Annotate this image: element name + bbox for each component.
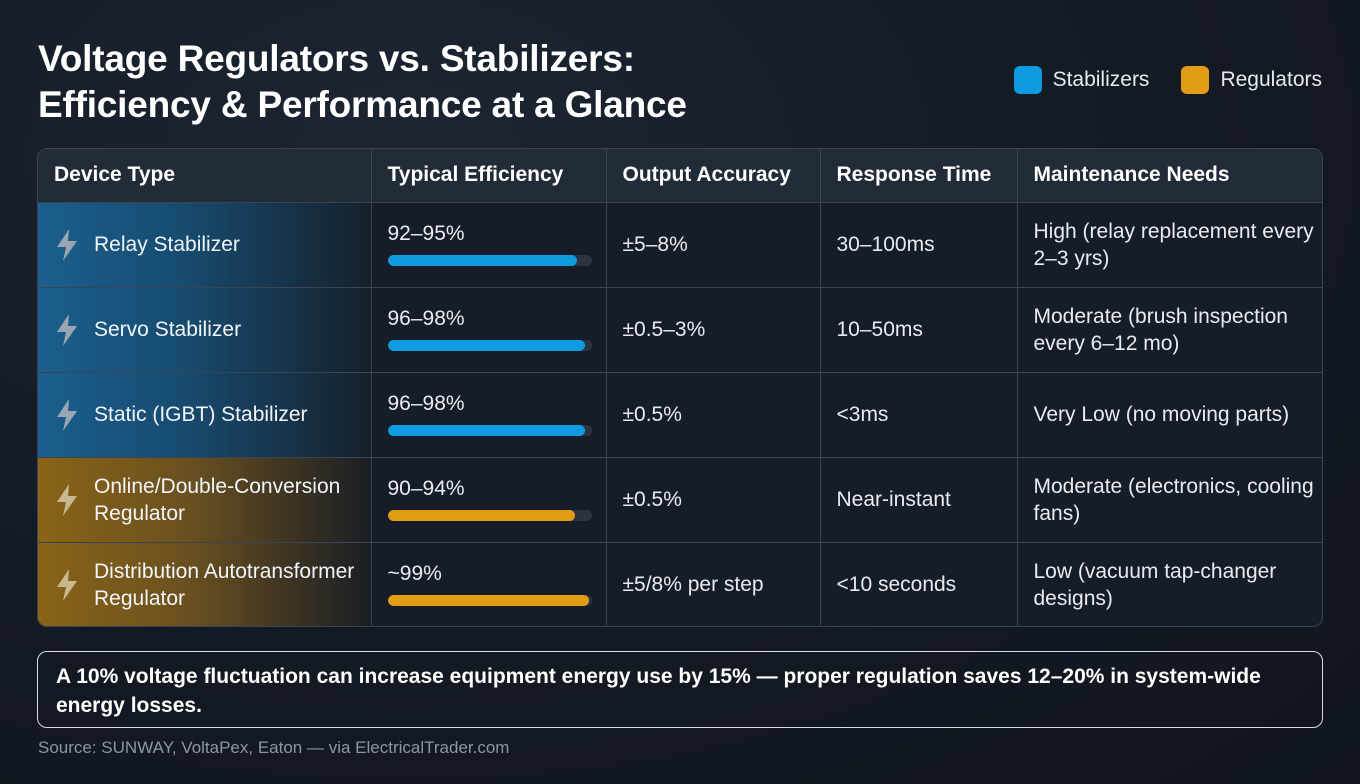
comparison-table: Device Type Typical Efficiency Output Ac… [37,148,1323,627]
efficiency-bar-fill [387,424,586,436]
efficiency-bar-track [387,594,592,606]
efficiency-value: ~99% [387,561,442,585]
table-row: Static (IGBT) Stabilizer 96–98% ±0.5% <3… [38,372,1322,458]
efficiency-bar-fill [387,594,590,606]
table-row: Servo Stabilizer 96–98% ±0.5–3% 10–50ms … [38,287,1322,373]
efficiency-value: 90–94% [387,476,465,500]
column-header-maintenance: Maintenance Needs [1017,149,1322,203]
response-cell: 30–100ms [820,202,1018,288]
accuracy-cell: ±5–8% [606,202,821,288]
device-cell: Online/Double-Conversion Regulator [38,457,372,543]
legend-item-stabilizers: Stabilizers [1013,66,1150,94]
device-name: Distribution Autotransformer Regulator [94,559,355,610]
legend-label-regulators: Regulators [1220,68,1322,91]
efficiency-cell: 90–94% [371,457,607,543]
accuracy-cell: ±0.5% [606,457,821,543]
legend-item-regulators: Regulators [1181,66,1322,94]
efficiency-cell: 96–98% [371,372,607,458]
title-line-2: Efficiency & Performance at a Glance [38,84,687,125]
efficiency-bar-track [387,254,592,266]
device-name: Online/Double-Conversion Regulator [94,474,341,525]
table-row: Online/Double-Conversion Regulator 90–94… [38,457,1322,543]
efficiency-value: 92–95% [387,221,465,245]
legend-swatch-regulators [1181,66,1210,94]
device-cell: Distribution Autotransformer Regulator [38,542,372,626]
response-cell: <3ms [820,372,1018,458]
device-name: Static (IGBT) Stabilizer [94,403,308,426]
lightning-bolt-icon [57,228,77,261]
column-header-efficiency: Typical Efficiency [371,149,607,203]
efficiency-cell: 92–95% [371,202,607,288]
device-cell: Static (IGBT) Stabilizer [38,372,372,458]
device-name: Servo Stabilizer [94,318,242,341]
efficiency-bar-track [387,424,592,436]
device-cell: Servo Stabilizer [38,287,372,373]
lightning-bolt-icon [57,568,77,601]
maintenance-cell: Moderate (electronics, cooling fans) [1017,457,1322,543]
lightning-bolt-icon [57,313,77,346]
column-header-accuracy: Output Accuracy [606,149,821,203]
accuracy-cell: ±0.5–3% [606,287,821,373]
efficiency-bar-fill [387,339,586,351]
efficiency-cell: 96–98% [371,287,607,373]
efficiency-bar-fill [387,509,576,521]
source-credit: Source: SUNWAY, VoltaPex, Eaton — via El… [38,738,510,757]
device-cell: Relay Stabilizer [38,202,372,288]
efficiency-value: 96–98% [387,391,465,415]
legend-label-stabilizers: Stabilizers [1052,68,1150,91]
table-row: Relay Stabilizer 92–95% ±5–8% 30–100ms H… [38,202,1322,288]
column-header-device-type: Device Type [38,149,372,203]
legend: Stabilizers Regulators [1013,66,1322,94]
title-line-1: Voltage Regulators vs. Stabilizers: [38,38,635,79]
accuracy-cell: ±0.5% [606,372,821,458]
maintenance-cell: Low (vacuum tap-changer designs) [1033,559,1277,610]
efficiency-bar-fill [387,254,578,266]
lightning-bolt-icon [57,483,77,516]
column-header-response-time: Response Time [820,149,1018,203]
response-cell: Near-instant [820,457,1018,543]
maintenance-cell: Very Low (no moving parts) [1017,372,1322,458]
response-cell: <10 seconds [820,542,1018,626]
key-insight-callout: A 10% voltage fluctuation can increase e… [37,651,1323,728]
maintenance-cell: High (relay replacement every 2–3 yrs) [1017,202,1322,288]
device-name: Relay Stabilizer [94,233,240,256]
lightning-bolt-icon [57,398,77,431]
accuracy-cell: ±5/8% per step [606,542,821,626]
page-title: Voltage Regulators vs. Stabilizers: Effi… [38,36,687,128]
maintenance-cell: Moderate (brush inspection every 6–12 mo… [1017,287,1322,373]
efficiency-cell: ~99% [371,542,607,626]
table-row: Distribution Autotransformer Regulator ~… [38,542,1322,626]
efficiency-bar-track [387,509,592,521]
legend-swatch-stabilizers [1013,66,1042,94]
efficiency-bar-track [387,339,592,351]
table-header-row: Device Type Typical Efficiency Output Ac… [38,149,1322,203]
response-cell: 10–50ms [820,287,1018,373]
efficiency-value: 96–98% [387,306,465,330]
